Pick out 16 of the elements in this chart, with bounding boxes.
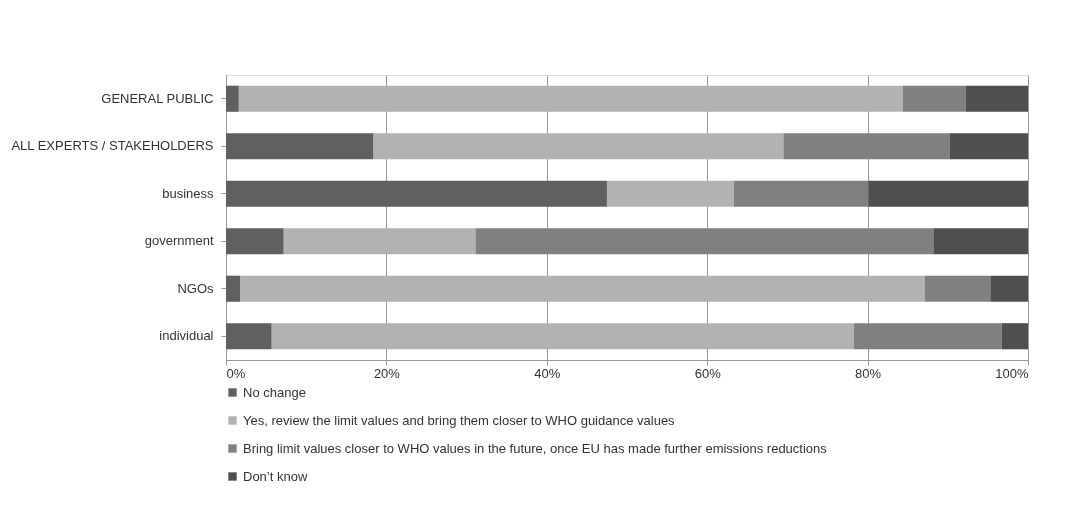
y-tick-label: individual bbox=[159, 328, 214, 344]
legend-label: Bring limit values closer to WHO values in the future, once EU has made further emissions reductions bbox=[243, 440, 828, 456]
y-tick-label: ALL EXPERTS / STAKEHOLDERS bbox=[11, 138, 214, 154]
y-tick-label: NGOs bbox=[177, 280, 214, 296]
y-tick-label: GENERAL PUBLIC bbox=[101, 90, 214, 106]
legend-label: Don’t know bbox=[243, 468, 308, 484]
x-tick-label: 60% bbox=[694, 365, 722, 381]
legend-label: Yes, review the limit values and bring them closer to WHO guidance values bbox=[243, 412, 676, 428]
legend-label: No change bbox=[243, 384, 306, 400]
x-tick-label: 0% bbox=[226, 365, 246, 381]
x-tick-label: 20% bbox=[373, 365, 401, 381]
x-tick-label: 80% bbox=[855, 365, 882, 381]
x-tick-label: 100% bbox=[995, 365, 1029, 381]
y-tick-label: government bbox=[144, 233, 214, 249]
x-tick-label: 40% bbox=[534, 365, 561, 381]
y-tick-label: business bbox=[162, 185, 214, 201]
